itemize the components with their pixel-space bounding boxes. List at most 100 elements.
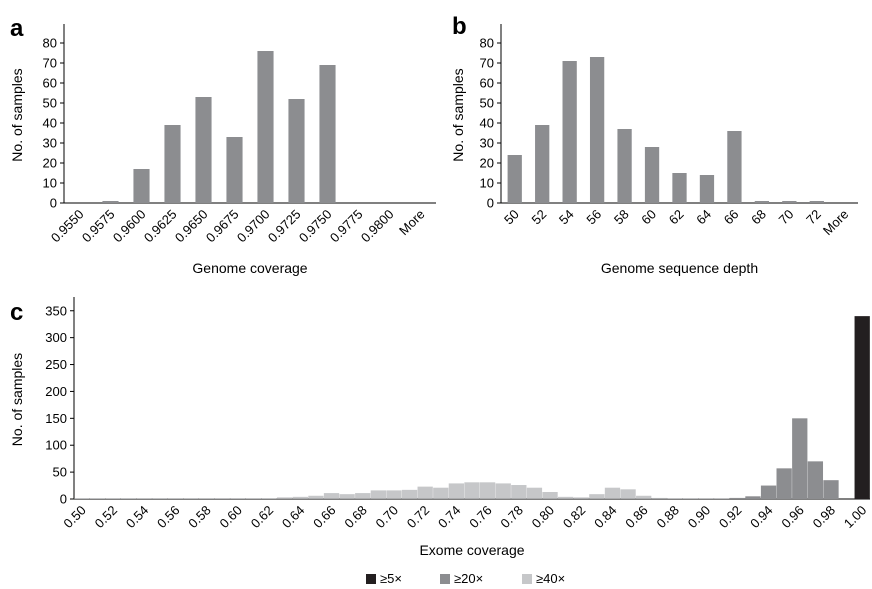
bar xyxy=(195,97,212,203)
legend-swatch xyxy=(440,574,450,584)
y-tick-label: 60 xyxy=(480,76,494,91)
legend: ≥5× ≥20× ≥40× xyxy=(366,571,565,586)
bar-ge40x xyxy=(620,489,636,499)
bar-ge20x xyxy=(355,498,371,499)
y-tick-label: 150 xyxy=(45,411,67,426)
bar-ge40x xyxy=(448,483,465,499)
bar-ge20x xyxy=(308,498,324,499)
bar-ge40x xyxy=(636,495,652,499)
x-tick-label: 0.92 xyxy=(716,503,745,532)
bar-ge40x xyxy=(542,492,558,499)
bar-ge20x xyxy=(495,498,511,499)
legend-swatch xyxy=(522,574,532,584)
x-tick-label: 1.00 xyxy=(841,503,870,532)
x-tick-label: 60 xyxy=(638,207,659,228)
x-tick-label: 0.9775 xyxy=(327,207,366,246)
x-tick-label: 0.88 xyxy=(654,503,683,532)
x-tick-label: 0.94 xyxy=(747,503,776,532)
bar-ge20x xyxy=(760,485,777,499)
y-axis-label: No. of samples xyxy=(9,353,25,446)
y-tick-label: 350 xyxy=(45,303,67,318)
bar-ge20x xyxy=(152,498,168,499)
chart-a: 0 10 20 30 40 50 60 70 80 No. of samples Genome co… xyxy=(9,24,436,276)
x-tick-label: 68 xyxy=(748,207,769,228)
x-tick-label: 0.86 xyxy=(622,503,651,532)
x-tick-label: 0.9800 xyxy=(358,207,397,246)
panel-letter-a: a xyxy=(10,15,24,42)
bar-ge20x xyxy=(230,498,246,499)
bar-ge20x xyxy=(729,497,745,499)
x-tick-label: 72 xyxy=(803,207,824,228)
x-tick-label: 0.54 xyxy=(123,503,152,532)
bar-ge20x xyxy=(464,498,480,499)
y-tick-label: 50 xyxy=(43,96,57,111)
x-axis-label: Exome coverage xyxy=(419,542,524,558)
x-tick-label: 0.9650 xyxy=(172,207,211,246)
x-tick-label: 0.68 xyxy=(341,503,370,532)
bar-ge20x xyxy=(589,498,605,499)
x-tick-label: 0.90 xyxy=(685,503,714,532)
bar-ge20x xyxy=(245,498,262,499)
y-tick-label: 300 xyxy=(45,330,67,345)
x-tick-label: 0.9625 xyxy=(141,207,180,246)
bar xyxy=(319,65,336,203)
y-tick-label: 10 xyxy=(43,176,57,191)
bar xyxy=(226,137,243,203)
y-tick-label: 80 xyxy=(480,36,494,51)
bar-ge20x xyxy=(261,498,277,499)
legend-item: ≥40× xyxy=(522,571,565,586)
bar xyxy=(672,173,687,203)
y-tick-label: 30 xyxy=(480,136,494,151)
y-tick-label: 70 xyxy=(43,56,57,71)
x-tick-label: 52 xyxy=(528,207,549,228)
y-tick-label: 250 xyxy=(45,357,67,372)
y-tick-label: 10 xyxy=(480,176,494,191)
x-tick-label: 0.62 xyxy=(248,503,277,532)
x-tick-label: 0.9550 xyxy=(48,207,87,246)
x-tick-label: 58 xyxy=(611,207,632,228)
bar-ge20x xyxy=(214,498,230,499)
bar-ge20x xyxy=(636,498,652,499)
bar-ge20x xyxy=(292,498,308,499)
legend-item: ≥20× xyxy=(440,571,483,586)
x-tick-label: 50 xyxy=(501,207,522,228)
bar-ge20x xyxy=(667,498,683,499)
legend-label: ≥20× xyxy=(454,571,483,586)
bar xyxy=(507,155,522,203)
x-tick-label: 64 xyxy=(693,207,714,228)
x-tick-label: 0.82 xyxy=(560,503,589,532)
bar-ge20x xyxy=(542,498,558,499)
bar-ge40x xyxy=(323,493,340,499)
bar-ge40x xyxy=(464,482,480,499)
legend-item: ≥5× xyxy=(366,571,402,586)
y-axis-label: No. of samples xyxy=(450,68,466,161)
x-tick-label: 0.80 xyxy=(529,503,558,532)
x-tick-label: 0.96 xyxy=(778,503,807,532)
bar xyxy=(782,201,797,203)
bar-ge40x xyxy=(589,494,605,499)
bar-ge20x xyxy=(74,498,90,499)
panel-letter-c: c xyxy=(10,299,23,326)
x-tick-label: 0.60 xyxy=(216,503,245,532)
x-tick-label: 0.52 xyxy=(92,503,121,532)
bar-ge20x xyxy=(277,498,293,499)
bar xyxy=(644,147,660,203)
y-tick-label: 20 xyxy=(43,156,57,171)
x-tick-label: 0.9750 xyxy=(296,207,335,246)
x-tick-label: 0.9575 xyxy=(79,207,118,246)
x-tick-label: 0.74 xyxy=(435,503,464,532)
x-tick-label: 0.70 xyxy=(373,503,402,532)
bar xyxy=(133,169,150,203)
x-tick-label: 0.9700 xyxy=(234,207,273,246)
legend-label: ≥40× xyxy=(536,571,565,586)
y-tick-label: 0 xyxy=(60,492,67,507)
bar-ge20x xyxy=(776,468,792,499)
bar-ge40x xyxy=(339,494,355,499)
y-tick-label: 200 xyxy=(45,384,67,399)
bar-ge40x xyxy=(401,489,418,499)
bar-ge40x xyxy=(651,497,667,499)
bar-ge20x xyxy=(573,498,589,499)
bar-ge40x xyxy=(573,497,589,499)
bar-ge20x xyxy=(433,498,449,499)
